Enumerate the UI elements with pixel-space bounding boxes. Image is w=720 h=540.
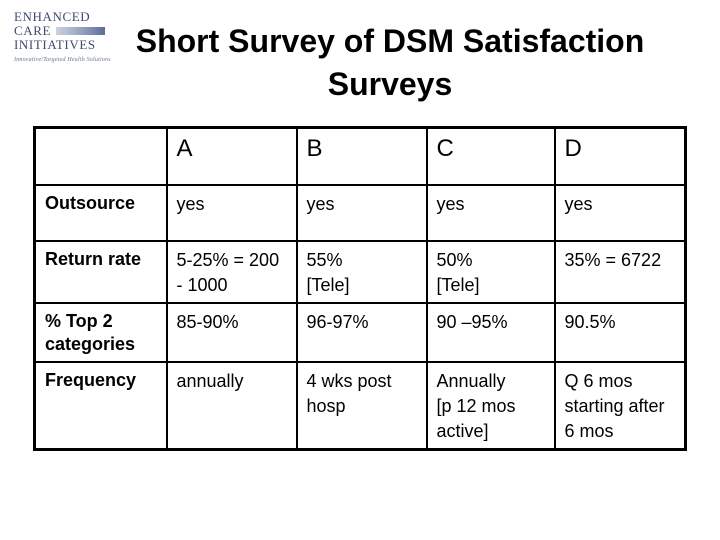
slide-title: Short Survey of DSM Satisfaction Surveys <box>135 23 645 103</box>
cell-outsource-a: yes <box>165 183 298 242</box>
table-header-row: A B C D <box>33 126 687 186</box>
cell-return-rate-b: 55% [Tele] <box>295 239 428 304</box>
cell-frequency-c: Annually [p 12 mos active] <box>425 360 556 451</box>
survey-comparison-table: A B C D Outsource yes yes yes yes Return… <box>33 126 687 452</box>
logo-tagline: Innovative/Targeted Health Solutions <box>14 57 111 63</box>
header-col-c: C <box>425 126 556 186</box>
table-row-outsource: Outsource yes yes yes yes <box>33 183 687 242</box>
cell-outsource-b: yes <box>295 183 428 242</box>
enhanced-care-initiatives-logo: ENHANCED CARE INITIATIVES Innovative/Tar… <box>14 9 111 64</box>
table-row-frequency: Frequency annually 4 wks post hosp Annua… <box>33 360 687 451</box>
row-label-frequency: Frequency <box>33 360 168 451</box>
header-col-a: A <box>165 126 298 186</box>
cell-outsource-d: yes <box>553 183 687 242</box>
cell-return-rate-a: 5-25% = 200 - 1000 <box>165 239 298 304</box>
cell-top2-b: 96-97% <box>295 301 428 363</box>
row-label-outsource: Outsource <box>33 183 168 242</box>
logo-gradient-bar <box>56 27 106 35</box>
row-label-top2-categories: % Top 2 categories <box>33 301 168 363</box>
table-row-return-rate: Return rate 5-25% = 200 - 1000 55% [Tele… <box>33 239 687 304</box>
header-empty-cell <box>33 126 168 186</box>
logo-word-initiatives: INITIATIVES <box>14 37 96 52</box>
logo-word-enhanced: ENHANCED <box>14 9 91 24</box>
cell-return-rate-c: 50% [Tele] <box>425 239 556 304</box>
logo-word-care: CARE <box>14 23 52 38</box>
cell-top2-c: 90 –95% <box>425 301 556 363</box>
logo-care-row: CARE <box>14 24 111 38</box>
cell-return-rate-d: 35% = 6722 <box>553 239 687 304</box>
cell-top2-d: 90.5% <box>553 301 687 363</box>
cell-frequency-b: 4 wks post hosp <box>295 360 428 451</box>
row-label-return-rate: Return rate <box>33 239 168 304</box>
cell-top2-a: 85-90% <box>165 301 298 363</box>
header-col-d: D <box>553 126 687 186</box>
header-col-b: B <box>295 126 428 186</box>
cell-frequency-d: Q 6 mos starting after 6 mos <box>553 360 687 451</box>
cell-outsource-c: yes <box>425 183 556 242</box>
table-row-top2-categories: % Top 2 categories 85-90% 96-97% 90 –95%… <box>33 301 687 363</box>
cell-frequency-a: annually <box>165 360 298 451</box>
